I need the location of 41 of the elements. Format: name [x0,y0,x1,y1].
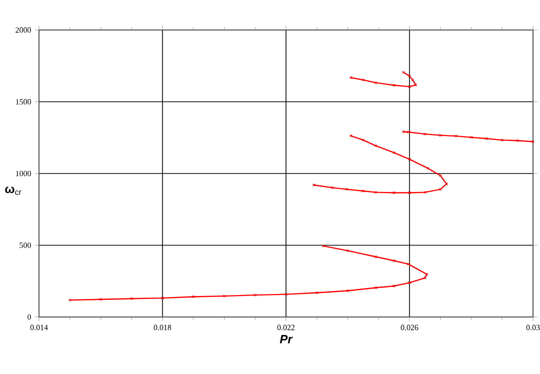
y-axis-title: ω$_{cr}$ [5,186,22,195]
point [438,188,442,191]
point [392,284,396,288]
point [408,158,411,161]
point [374,190,377,194]
point [315,291,318,294]
point [408,74,411,78]
point [374,81,377,84]
point [414,84,418,86]
point [374,255,377,258]
point [99,298,102,301]
point [254,294,257,296]
x-axis-title: Pr [280,335,293,344]
point [284,292,288,296]
point [408,191,411,194]
point [346,249,350,252]
point [345,188,348,191]
point [374,286,377,290]
point [406,262,410,266]
point [408,85,411,88]
point [424,190,426,194]
point [392,259,396,262]
point [516,139,519,142]
point [470,136,473,139]
point [161,296,164,300]
point [392,84,396,87]
point [192,295,195,298]
point [454,134,458,138]
point [406,130,410,134]
point [374,144,377,148]
point [500,138,504,142]
point [362,78,365,82]
point [426,166,430,170]
point [438,134,442,137]
point [392,191,396,194]
point [485,137,488,140]
point [362,138,365,142]
point [408,281,411,284]
point [222,294,226,298]
point [362,190,365,192]
point [392,151,396,154]
